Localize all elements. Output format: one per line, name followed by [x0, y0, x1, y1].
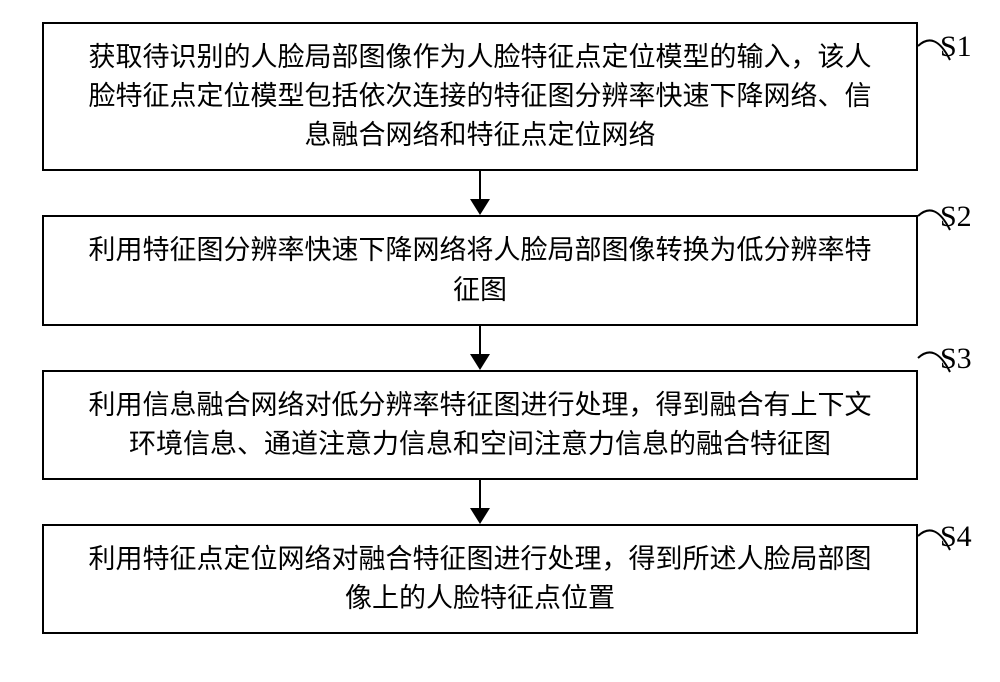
arrow-head-icon	[470, 508, 490, 524]
step-box-s4: 利用特征点定位网络对融合特征图进行处理，得到所述人脸局部图像上的人脸特征点位置	[42, 524, 918, 634]
step-box-s3: 利用信息融合网络对低分辨率特征图进行处理，得到融合有上下文环境信息、通道注意力信…	[42, 370, 918, 480]
arrow-line	[479, 171, 481, 201]
step-text: 利用特征点定位网络对融合特征图进行处理，得到所述人脸局部图像上的人脸特征点位置	[76, 540, 884, 618]
flowchart-container: 获取待识别的人脸局部图像作为人脸特征点定位模型的输入，该人脸特征点定位模型包括依…	[42, 22, 918, 634]
step-text: 利用特征图分辨率快速下降网络将人脸局部图像转换为低分辨率特征图	[76, 231, 884, 309]
step-box-s1: 获取待识别的人脸局部图像作为人脸特征点定位模型的输入，该人脸特征点定位模型包括依…	[42, 22, 918, 171]
step-text: 利用信息融合网络对低分辨率特征图进行处理，得到融合有上下文环境信息、通道注意力信…	[76, 386, 884, 464]
step-label-s4: S4	[940, 520, 972, 554]
step-label-s2: S2	[940, 200, 972, 234]
arrow-s3-s4	[42, 480, 918, 524]
arrow-s1-s2	[42, 171, 918, 215]
arrow-line	[479, 326, 481, 356]
step-label-s1: S1	[940, 30, 972, 64]
step-label-s3: S3	[940, 342, 972, 376]
arrow-head-icon	[470, 199, 490, 215]
arrow-line	[479, 480, 481, 510]
step-box-s2: 利用特征图分辨率快速下降网络将人脸局部图像转换为低分辨率特征图	[42, 215, 918, 325]
step-text: 获取待识别的人脸局部图像作为人脸特征点定位模型的输入，该人脸特征点定位模型包括依…	[76, 38, 884, 155]
arrow-head-icon	[470, 354, 490, 370]
arrow-s2-s3	[42, 326, 918, 370]
